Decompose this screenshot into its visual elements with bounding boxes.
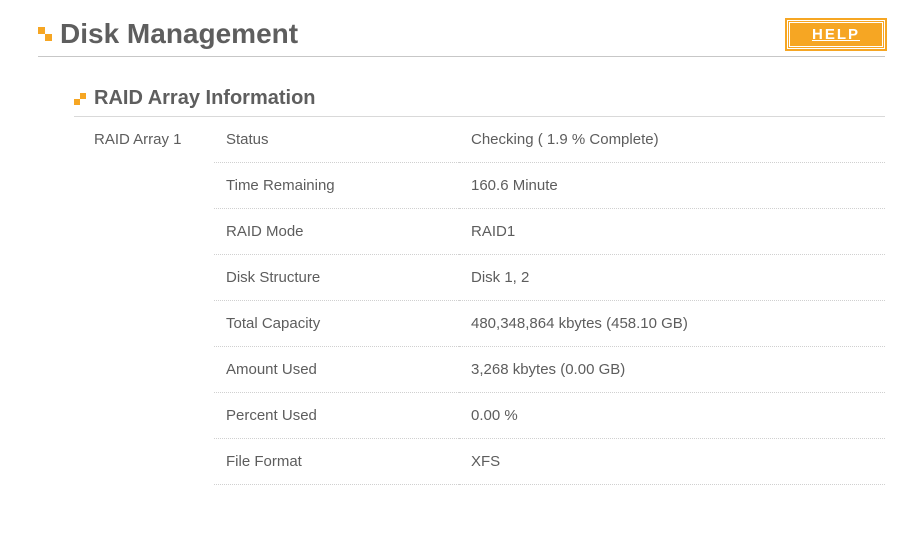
array-name-empty	[74, 255, 214, 301]
array-name-empty	[74, 209, 214, 255]
table-row: Total Capacity 480,348,864 kbytes (458.1…	[74, 301, 885, 347]
raid-info-table: RAID Array 1 Status Checking ( 1.9 % Com…	[74, 117, 885, 485]
row-label: Total Capacity	[214, 301, 459, 347]
table-row: Amount Used 3,268 kbytes (0.00 GB)	[74, 347, 885, 393]
help-button[interactable]: HELP	[787, 20, 885, 49]
row-value: 160.6 Minute	[459, 163, 885, 209]
table-row: Time Remaining 160.6 Minute	[74, 163, 885, 209]
section-title: RAID Array Information	[94, 87, 316, 110]
page-title-wrap: Disk Management	[38, 18, 298, 50]
raid-info-section: RAID Array Information RAID Array 1 Stat…	[38, 87, 885, 485]
table-row: Percent Used 0.00 %	[74, 393, 885, 439]
array-name-empty	[74, 347, 214, 393]
array-name-empty	[74, 301, 214, 347]
row-value: 0.00 %	[459, 393, 885, 439]
row-value: XFS	[459, 439, 885, 485]
array-name-empty	[74, 393, 214, 439]
row-value: 480,348,864 kbytes (458.10 GB)	[459, 301, 885, 347]
table-row: File Format XFS	[74, 439, 885, 485]
row-label: Time Remaining	[214, 163, 459, 209]
bullet-icon	[74, 93, 86, 105]
row-label: Disk Structure	[214, 255, 459, 301]
section-header: RAID Array Information	[74, 87, 885, 117]
table-row: Disk Structure Disk 1, 2	[74, 255, 885, 301]
array-name-empty	[74, 163, 214, 209]
array-name-empty	[74, 439, 214, 485]
array-name: RAID Array 1	[74, 117, 214, 163]
row-label: Status	[214, 117, 459, 163]
row-label: Percent Used	[214, 393, 459, 439]
row-value: Disk 1, 2	[459, 255, 885, 301]
row-value: RAID1	[459, 209, 885, 255]
row-label: RAID Mode	[214, 209, 459, 255]
row-label: File Format	[214, 439, 459, 485]
row-value: 3,268 kbytes (0.00 GB)	[459, 347, 885, 393]
table-row: RAID Mode RAID1	[74, 209, 885, 255]
row-label: Amount Used	[214, 347, 459, 393]
page-title: Disk Management	[60, 18, 298, 50]
row-value: Checking ( 1.9 % Complete)	[459, 117, 885, 163]
bullet-icon	[38, 27, 52, 41]
page-header: Disk Management HELP	[38, 18, 885, 57]
table-row: RAID Array 1 Status Checking ( 1.9 % Com…	[74, 117, 885, 163]
